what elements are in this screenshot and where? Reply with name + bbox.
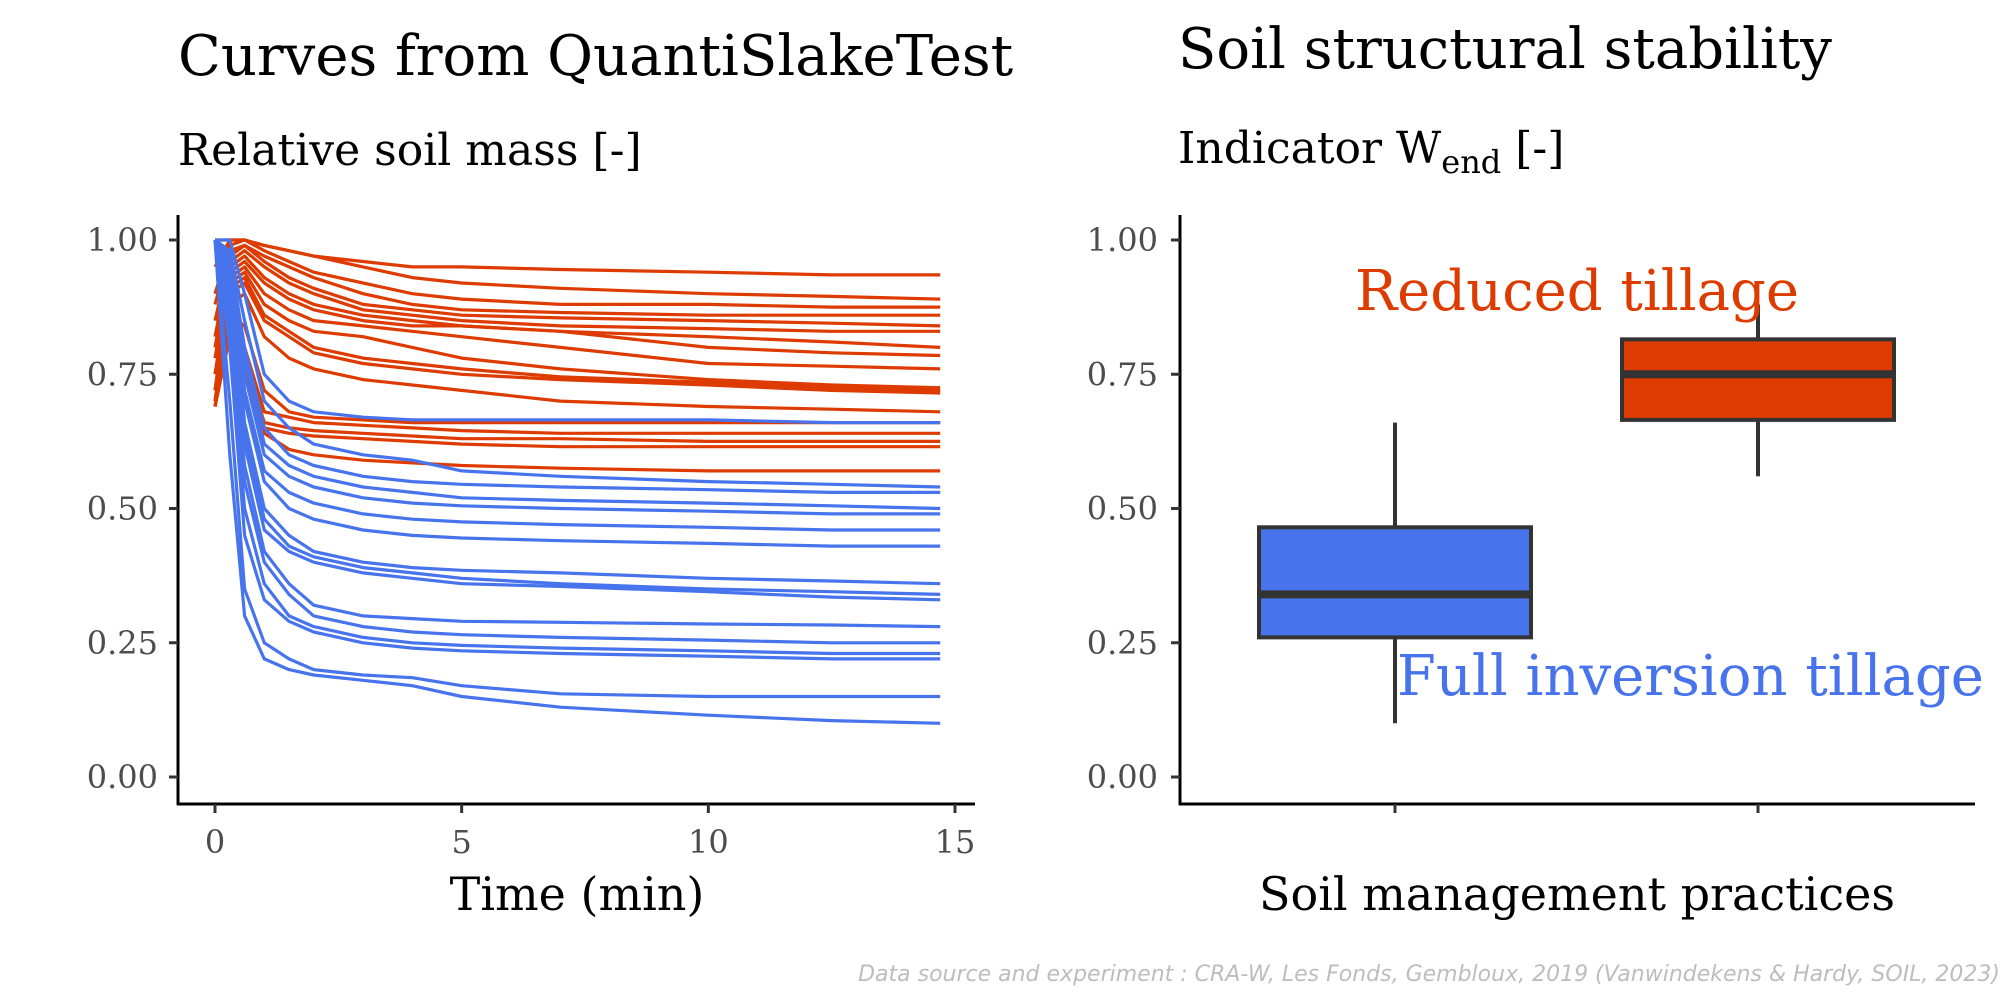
line-plot-area bbox=[213, 238, 941, 725]
y-tick-label: 0.00 bbox=[87, 758, 158, 796]
series-line-28 bbox=[213, 239, 941, 602]
y-tick-label: 0.50 bbox=[1087, 490, 1158, 528]
series-line-6 bbox=[213, 249, 941, 338]
series-line-10 bbox=[213, 270, 941, 391]
y-tick-label: 0.75 bbox=[1087, 355, 1158, 393]
box-chart-panel: Soil structural stability Indicator Wend… bbox=[1087, 17, 1984, 921]
series-line-19 bbox=[215, 238, 941, 425]
series-line-12 bbox=[213, 281, 941, 402]
series-line-30 bbox=[213, 239, 941, 645]
x-tick-label: 0 bbox=[205, 823, 225, 861]
y-tick-label: 0.00 bbox=[1087, 758, 1158, 796]
reduced-tillage-box bbox=[1620, 337, 1896, 422]
series-line-25 bbox=[213, 239, 941, 548]
x-tick-label: 10 bbox=[688, 823, 729, 861]
y-tick-label: 1.00 bbox=[1087, 221, 1158, 259]
series-line-34 bbox=[213, 239, 941, 725]
series-line-8 bbox=[213, 259, 941, 359]
reduced-tillage-label: Reduced tillage bbox=[1355, 259, 1799, 324]
series-line-3 bbox=[213, 238, 941, 309]
full-inversion-tillage-box bbox=[1257, 525, 1533, 640]
box-chart-y-ticks: 0.00 0.25 0.50 0.75 1.00 bbox=[1087, 221, 1180, 796]
y-tick-label: 0.25 bbox=[87, 624, 158, 662]
series-line-23 bbox=[213, 239, 941, 516]
series-line-20 bbox=[214, 238, 941, 489]
y-tick-label: 0.75 bbox=[87, 355, 158, 393]
line-chart-x-ticks: 0 5 10 15 bbox=[205, 804, 976, 861]
series-line-33 bbox=[213, 239, 941, 699]
series-line-5 bbox=[213, 243, 941, 328]
series-line-21 bbox=[213, 238, 941, 494]
series-line-9 bbox=[213, 265, 941, 375]
y-tick-label: 1.00 bbox=[87, 221, 158, 259]
y-tick-label: 0.50 bbox=[87, 490, 158, 528]
x-tick-label: 15 bbox=[935, 823, 976, 861]
x-tick-label: 5 bbox=[451, 823, 471, 861]
box-chart-x-ticks bbox=[1393, 804, 1760, 813]
box-chart-subtitle: Indicator Wend [-] bbox=[1178, 123, 1564, 181]
line-chart-y-ticks: 0.00 0.25 0.50 0.75 1.00 bbox=[87, 221, 178, 796]
line-chart-title: Curves from QuantiSlakeTest bbox=[178, 24, 1014, 89]
line-chart-x-axis-title: Time (min) bbox=[450, 867, 705, 921]
box-plot-area bbox=[1257, 304, 1896, 724]
series-line-7 bbox=[213, 254, 941, 349]
series-line-11 bbox=[213, 276, 941, 392]
series-line-31 bbox=[213, 239, 941, 656]
box-chart-x-axis-title: Soil management practices bbox=[1259, 867, 1895, 921]
line-chart-subtitle: Relative soil mass [-] bbox=[178, 125, 642, 176]
y-tick-label: 0.25 bbox=[1087, 624, 1158, 662]
full-inversion-tillage-label: Full inversion tillage bbox=[1397, 644, 1984, 709]
series-line-32 bbox=[213, 239, 941, 661]
series-line-18 bbox=[213, 335, 941, 473]
series-line-22 bbox=[213, 239, 941, 511]
box-chart-title: Soil structural stability bbox=[1178, 17, 1832, 82]
line-chart-panel: Curves from QuantiSlakeTest Relative soi… bbox=[87, 24, 1014, 921]
data-source-caption: Data source and experiment : CRA-W, Les … bbox=[858, 962, 2000, 987]
